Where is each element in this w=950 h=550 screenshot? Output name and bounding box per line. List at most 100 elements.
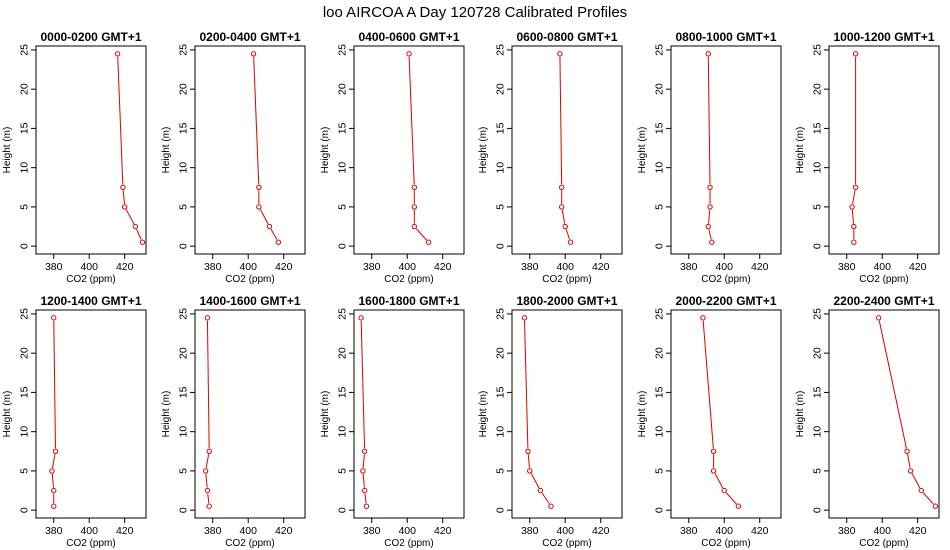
y-tick-label: 5 <box>337 204 349 210</box>
y-tick-label: 0 <box>19 507 31 513</box>
y-tick-label: 25 <box>654 44 666 56</box>
y-tick-label: 20 <box>654 83 666 95</box>
x-tick-label: 380 <box>45 525 63 537</box>
y-axis-label: Height (m) <box>637 127 648 174</box>
series-line <box>559 56 563 185</box>
data-point <box>851 223 857 230</box>
x-axis-label: CO2 (ppm) <box>66 274 115 285</box>
x-tick-label: 420 <box>751 261 769 273</box>
data-point <box>256 184 262 190</box>
panel: 0200-0400 GMT+1 380 400 420 0 5 10 15 20 25 CO2 (p… <box>161 30 306 285</box>
series-line <box>541 492 550 505</box>
panel: 0600-0800 GMT+1 380 400 420 0 5 10 15 20 25 CO2 (p… <box>478 30 623 285</box>
series-line <box>136 229 142 240</box>
series-line <box>922 492 934 505</box>
data-point <box>710 448 717 454</box>
x-tick-label: 400 <box>715 261 733 273</box>
series-line <box>714 473 724 489</box>
x-tick-label: 380 <box>521 525 539 537</box>
y-tick-label: 25 <box>19 308 31 320</box>
data-point <box>266 223 273 230</box>
data-point <box>51 503 57 509</box>
series-line <box>206 320 210 449</box>
x-tick-label: 420 <box>434 525 452 537</box>
data-point <box>250 51 257 57</box>
series-line <box>878 320 907 449</box>
y-tick-label: 15 <box>495 386 507 398</box>
y-tick-label: 0 <box>178 243 190 249</box>
series-line <box>523 320 529 449</box>
data-point <box>411 184 418 190</box>
y-tick-label: 15 <box>495 122 507 134</box>
data-point <box>721 487 727 494</box>
series-line <box>205 454 210 469</box>
y-tick-label: 25 <box>178 44 190 56</box>
x-tick-label: 400 <box>556 261 574 273</box>
y-tick-label: 25 <box>654 308 666 320</box>
plot-frame <box>670 45 782 255</box>
y-axis-label: Height (m) <box>795 127 806 174</box>
y-tick-label: 5 <box>654 204 666 210</box>
data-point <box>114 51 121 57</box>
series-line <box>364 493 367 504</box>
x-tick-label: 400 <box>715 525 733 537</box>
y-axis-label: Height (m) <box>795 391 806 438</box>
x-tick-label: 380 <box>204 525 222 537</box>
y-tick-label: 20 <box>178 347 190 359</box>
data-point <box>406 51 412 57</box>
y-tick-label: 20 <box>812 347 824 359</box>
y-tick-label: 25 <box>495 308 507 320</box>
series-line <box>530 473 540 489</box>
y-tick-label: 0 <box>654 507 666 513</box>
data-point <box>361 487 368 494</box>
y-tick-label: 20 <box>337 347 349 359</box>
x-axis-label: CO2 (ppm) <box>542 274 591 285</box>
y-axis-label: Height (m) <box>478 127 489 174</box>
data-point <box>709 239 715 245</box>
data-point <box>204 315 211 321</box>
y-tick-label: 25 <box>495 44 507 56</box>
data-point <box>525 448 531 454</box>
x-axis-label: CO2 (ppm) <box>225 538 274 549</box>
y-tick-label: 0 <box>495 507 507 513</box>
series-line <box>907 454 911 469</box>
panel-title: 0600-0800 GMT+1 <box>516 30 617 44</box>
series-line <box>207 493 210 504</box>
y-tick-label: 15 <box>812 386 824 398</box>
data-point <box>707 184 713 190</box>
x-tick-label: 420 <box>275 525 293 537</box>
data-point <box>849 204 855 210</box>
data-point <box>710 468 717 474</box>
panel: 2000-2200 GMT+1 380 400 420 0 5 10 15 20 25 CO2 (p… <box>637 294 782 549</box>
data-point <box>52 448 59 454</box>
x-tick-label: 420 <box>592 525 610 537</box>
series-line <box>708 209 711 224</box>
y-tick-label: 10 <box>19 426 31 438</box>
data-point <box>557 51 563 57</box>
series-line <box>415 228 427 241</box>
panel-title: 2200-2400 GMT+1 <box>833 294 934 308</box>
panel: 1800-2000 GMT+1 380 400 420 0 5 10 15 20 25 CO2 (p… <box>478 294 623 549</box>
y-tick-label: 25 <box>812 308 824 320</box>
y-tick-label: 5 <box>178 204 190 210</box>
data-point <box>275 239 282 245</box>
panel: 1400-1600 GMT+1 380 400 420 0 5 10 15 20 25 CO2 (p… <box>161 294 306 549</box>
series-line <box>52 454 56 469</box>
series-line <box>851 209 855 224</box>
y-tick-label: 5 <box>812 204 824 210</box>
series-line <box>51 473 54 488</box>
x-tick-label: 380 <box>838 261 856 273</box>
data-point <box>705 223 711 230</box>
x-axis-label: CO2 (ppm) <box>859 274 908 285</box>
data-point <box>425 239 432 245</box>
y-tick-label: 0 <box>654 243 666 249</box>
y-axis-label: Height (m) <box>161 127 172 174</box>
y-tick-label: 20 <box>495 347 507 359</box>
figure-title: loo AIRCOA A Day 120728 Calibrated Profi… <box>323 4 627 21</box>
data-point <box>852 51 859 57</box>
plot-frame <box>353 309 465 519</box>
y-tick-label: 5 <box>495 204 507 210</box>
data-point <box>411 223 418 230</box>
panel: 1200-1400 GMT+1 380 400 420 0 5 10 15 20 25 CO2 (p… <box>2 294 147 549</box>
x-tick-label: 420 <box>592 261 610 273</box>
